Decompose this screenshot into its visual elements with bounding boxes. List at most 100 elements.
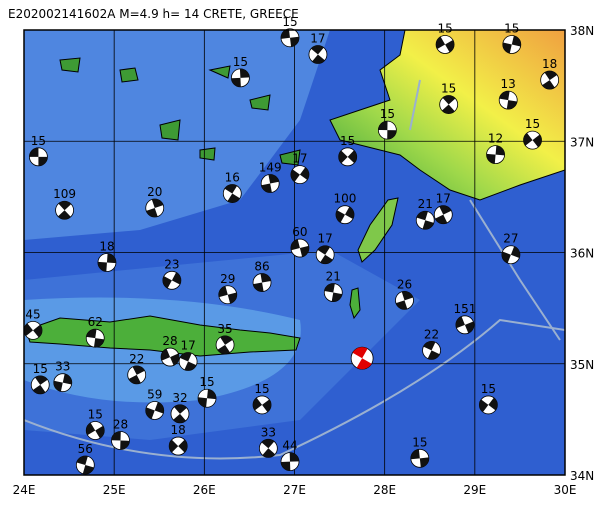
ball-quadrant <box>441 95 456 114</box>
lon-tick-label: 30E <box>554 483 577 497</box>
depth-label: 17 <box>180 339 195 353</box>
ball-quadrant <box>253 273 271 292</box>
beach-ball <box>323 283 343 302</box>
lon-tick-label: 29E <box>463 483 486 497</box>
depth-label: 28 <box>162 334 177 348</box>
depth-label: 151 <box>453 302 476 316</box>
lat-tick-label: 35N <box>570 358 594 372</box>
ball-quadrant <box>395 291 414 310</box>
ball-quadrant <box>173 404 187 423</box>
lon-tick-label: 26E <box>193 483 216 497</box>
depth-label: 15 <box>31 134 46 148</box>
beach-ball <box>127 365 147 385</box>
beach-ball <box>290 165 310 185</box>
ball-quadrant <box>198 389 217 408</box>
depth-label: 28 <box>113 418 128 432</box>
depth-label: 15 <box>254 382 269 396</box>
depth-label: 44 <box>282 439 297 453</box>
beach-ball <box>415 210 435 230</box>
ball-quadrant <box>435 205 452 224</box>
beach-ball <box>160 347 180 367</box>
ball-quadrant <box>455 316 474 334</box>
ball-quadrant <box>486 145 505 164</box>
depth-label: 15 <box>233 55 248 69</box>
ball-quadrant <box>261 439 276 458</box>
depth-label: 26 <box>397 277 412 291</box>
beach-ball <box>162 270 182 290</box>
depth-label: 149 <box>259 161 282 175</box>
beach-ball <box>215 335 235 355</box>
ball-quadrant <box>378 121 397 140</box>
ball-quadrant <box>57 201 72 220</box>
depth-label: 17 <box>436 192 451 206</box>
ball-quadrant <box>410 449 429 468</box>
fault-line <box>409 79 561 341</box>
depth-label: 59 <box>147 387 162 401</box>
beach-ball <box>498 90 518 110</box>
beach-ball <box>178 352 198 371</box>
depth-label: 15 <box>412 435 427 449</box>
beach-ball <box>377 120 397 140</box>
depth-label: 15 <box>504 21 519 35</box>
beach-ball <box>410 448 430 468</box>
lat-tick-label: 37N <box>570 135 594 149</box>
ball-quadrant <box>162 272 181 289</box>
ball-quadrant <box>86 422 105 439</box>
depth-label: 15 <box>380 107 395 121</box>
depth-label: 21 <box>418 197 433 211</box>
depth-label: 17 <box>310 31 325 45</box>
beach-ball <box>97 253 117 272</box>
ball-quadrant <box>280 452 299 471</box>
depth-label: 12 <box>488 132 503 146</box>
depth-label: 20 <box>147 185 162 199</box>
beach-ball <box>145 401 165 420</box>
depth-label: 15 <box>340 134 355 148</box>
lat-tick-label: 34N <box>570 469 594 483</box>
beach-ball <box>395 290 414 310</box>
lon-tick-label: 25E <box>103 483 126 497</box>
beach-ball <box>422 340 441 360</box>
ball-quadrant <box>253 397 272 413</box>
depth-label: 18 <box>542 57 557 71</box>
beach-ball <box>23 320 43 340</box>
depth-label: 17 <box>318 232 333 246</box>
depth-label: 109 <box>53 187 76 201</box>
ball-quadrant <box>311 45 325 64</box>
depth-label: 86 <box>254 260 269 274</box>
ball-quadrant <box>261 174 279 193</box>
ball-quadrant <box>29 147 48 166</box>
beach-ball <box>523 130 542 150</box>
ball-quadrant <box>145 402 164 419</box>
depth-label: 15 <box>33 362 48 376</box>
beach-ball <box>540 70 560 90</box>
ball-quadrant <box>76 455 94 474</box>
lon-tick-label: 27E <box>283 483 306 497</box>
ball-quadrant <box>317 245 333 264</box>
ball-quadrant <box>128 365 145 384</box>
beach-ball <box>260 174 280 193</box>
lat-tick-label: 38N <box>570 24 594 38</box>
depth-label: 62 <box>88 315 103 329</box>
ball-quadrant <box>24 323 43 338</box>
beach-ball <box>435 35 455 54</box>
ball-quadrant <box>53 373 72 392</box>
beach-ball <box>222 184 242 203</box>
depth-label: 18 <box>99 240 114 254</box>
ball-quadrant <box>416 211 434 230</box>
ball-quadrant <box>324 283 343 302</box>
ball-quadrant <box>224 184 240 203</box>
ball-quadrant <box>280 28 299 47</box>
beach-ball <box>252 273 272 292</box>
ball-quadrant <box>231 68 250 87</box>
ball-quadrant <box>217 335 233 354</box>
depth-label: 60 <box>292 225 307 239</box>
depth-label: 15 <box>437 21 452 35</box>
plate-boundary <box>24 318 565 460</box>
ball-quadrant <box>542 71 558 90</box>
depth-label: 45 <box>25 307 40 321</box>
depth-label: 23 <box>164 257 179 271</box>
beach-ball <box>315 245 335 265</box>
depth-label: 18 <box>171 423 186 437</box>
lon-tick-label: 24E <box>13 483 36 497</box>
beach-ball <box>53 373 73 393</box>
